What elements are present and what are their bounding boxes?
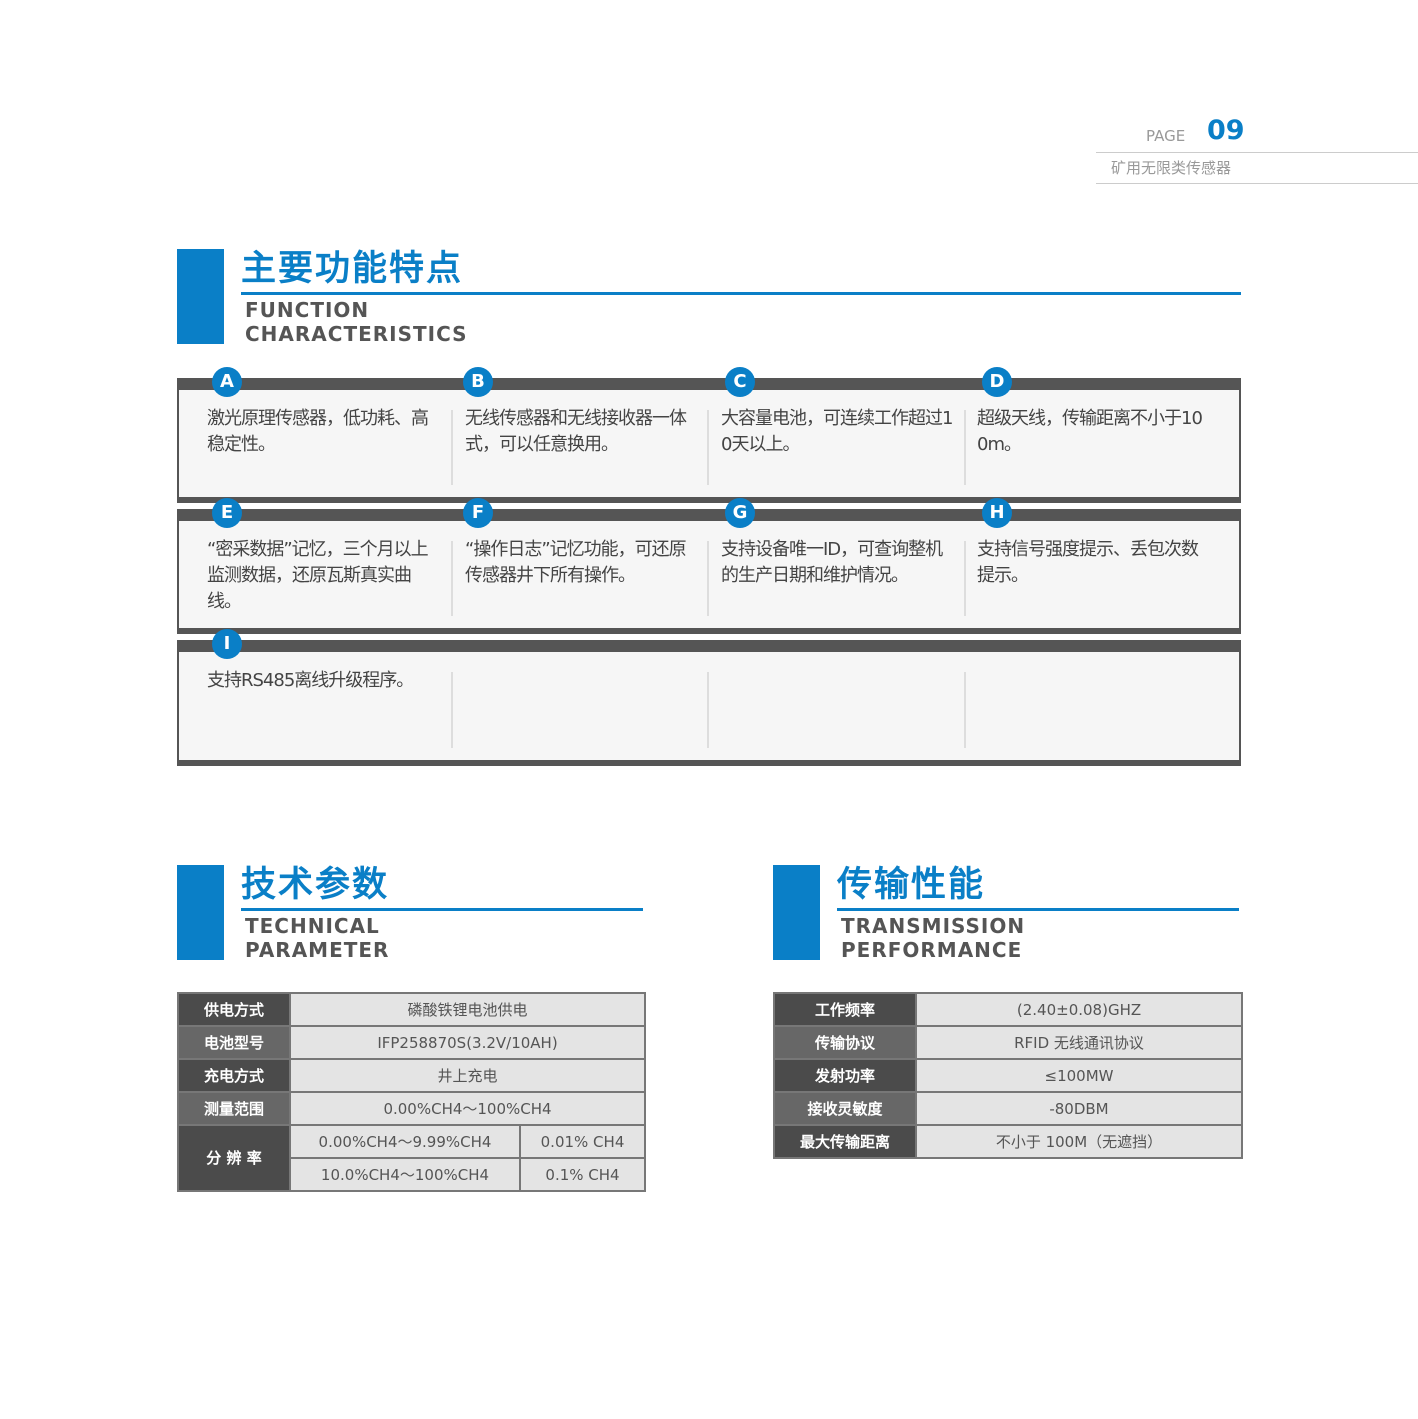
row-value: 井上充电 xyxy=(288,1058,647,1093)
technical-table: 供电方式 磷酸铁锂电池供电 电池型号 IFP258870S(3.2V/10AH) 充… xyxy=(177,992,647,1192)
divider xyxy=(1096,183,1418,184)
feature-text: “操作日志”记忆功能，可还原传感器井下所有操作。 xyxy=(465,539,687,586)
feature-row: E “密采数据”记忆，三个月以上监测数据，还原瓦斯真实曲线。 F “操作日志”记忆功能… xyxy=(177,498,1241,634)
row-value: IFP258870S(3.2V/10AH) xyxy=(288,1025,647,1060)
feature-text: 大容量电池，可连续工作超过10天以上。 xyxy=(721,408,953,455)
feature-badge: C xyxy=(725,367,755,397)
row-value: 不小于 100M（无遮挡） xyxy=(915,1124,1243,1159)
column-divider xyxy=(451,672,453,748)
row-bottom-bar xyxy=(177,760,1241,766)
row-value: -80DBM xyxy=(915,1091,1243,1126)
subtitle-line: FUNCTION xyxy=(245,298,370,322)
subtitle-line: PARAMETER xyxy=(245,938,390,962)
resolution-value: 0.01% CH4 xyxy=(518,1124,647,1159)
subtitle-line: TECHNICAL xyxy=(245,914,380,938)
category-label: 矿用无限类传感器 xyxy=(1111,159,1232,177)
column-divider xyxy=(451,541,453,616)
heading-block xyxy=(773,865,820,960)
subtitle-line: CHARACTERISTICS xyxy=(245,322,468,346)
feature-text: 无线传感器和无线接收器一体式，可以任意换用。 xyxy=(465,408,687,455)
row-label: 接收灵敏度 xyxy=(773,1091,917,1126)
table-row: 电池型号 IFP258870S(3.2V/10AH) xyxy=(177,1025,647,1060)
feature-text: 支持设备唯一ID，可查询整机的生产日期和维护情况。 xyxy=(721,539,943,586)
row-label: 充电方式 xyxy=(177,1058,291,1093)
feature-text: 支持RS485离线升级程序。 xyxy=(207,670,414,691)
feature-badge: H xyxy=(982,498,1012,528)
heading-rule xyxy=(241,292,1241,295)
table-row: 充电方式 井上充电 xyxy=(177,1058,647,1093)
divider xyxy=(1096,152,1418,153)
feature-text: 激光原理传感器，低功耗、高稳定性。 xyxy=(207,408,429,455)
row-label: 供电方式 xyxy=(177,992,291,1027)
row-label: 电池型号 xyxy=(177,1025,291,1060)
heading-block xyxy=(177,249,224,344)
table-row: 接收灵敏度 -80DBM xyxy=(773,1091,1243,1126)
table-row: 供电方式 磷酸铁锂电池供电 xyxy=(177,992,647,1027)
row-label: 分 辨 率 xyxy=(177,1124,291,1192)
table-row: 10.0%CH4～100%CH4 0.1% CH4 xyxy=(178,1157,647,1192)
table-row: 发射功率 ≤100MW xyxy=(773,1058,1243,1093)
feature-badge: A xyxy=(212,367,242,397)
page-number: 09 xyxy=(1207,115,1245,146)
resolution-range: 0.00%CH4～9.99%CH4 xyxy=(289,1124,521,1159)
heading-title: 技术参数 xyxy=(241,865,390,905)
row-value: 0.00%CH4～100%CH4 xyxy=(288,1091,647,1126)
feature-badge: G xyxy=(725,498,755,528)
feature-text: “密采数据”记忆，三个月以上监测数据，还原瓦斯真实曲线。 xyxy=(207,539,429,612)
row-value: RFID 无线通讯协议 xyxy=(915,1025,1243,1060)
row-value: ≤100MW xyxy=(915,1058,1243,1093)
table-row: 测量范围 0.00%CH4～100%CH4 xyxy=(177,1091,647,1126)
row-top-bar xyxy=(177,640,1241,652)
column-divider xyxy=(964,541,966,616)
row-top-bar xyxy=(177,378,1241,390)
row-bottom-bar xyxy=(177,497,1241,503)
feature-badge: B xyxy=(463,367,493,397)
heading-block xyxy=(177,865,224,960)
subtitle-line: PERFORMANCE xyxy=(841,938,1023,962)
row-label: 发射功率 xyxy=(773,1058,917,1093)
feature-badge: E xyxy=(212,498,242,528)
feature-row: I 支持RS485离线升级程序。 xyxy=(177,629,1241,766)
column-divider xyxy=(707,672,709,748)
heading-subtitle: TRANSMISSION PERFORMANCE xyxy=(841,914,1025,962)
subtitle-line: TRANSMISSION xyxy=(841,914,1026,938)
table-row: 传输协议 RFID 无线通讯协议 xyxy=(773,1025,1243,1060)
page-label: PAGE xyxy=(1146,127,1186,145)
table-row: 工作频率 (2.40±0.08)GHZ xyxy=(773,992,1243,1027)
heading-title: 传输性能 xyxy=(837,865,986,905)
heading-rule xyxy=(837,908,1239,911)
feature-badge: I xyxy=(212,629,242,659)
feature-badge: D xyxy=(982,367,1012,397)
page-header: PAGE 09 矿用无限类传感器 xyxy=(1096,115,1418,185)
column-divider xyxy=(964,672,966,748)
feature-badge: F xyxy=(463,498,493,528)
column-divider xyxy=(707,541,709,616)
heading-title: 主要功能特点 xyxy=(241,249,464,289)
table-row: 最大传输距离 不小于 100M（无遮挡） xyxy=(773,1124,1243,1159)
heading-rule xyxy=(241,908,643,911)
column-divider xyxy=(964,410,966,485)
resolution-range: 10.0%CH4～100%CH4 xyxy=(289,1157,521,1192)
feature-row: A 激光原理传感器，低功耗、高稳定性。 B 无线传感器和无线接收器一体式，可以任意换用… xyxy=(177,367,1241,503)
column-divider xyxy=(451,410,453,485)
row-value: (2.40±0.08)GHZ xyxy=(915,992,1243,1027)
row-label: 最大传输距离 xyxy=(773,1124,917,1159)
row-label: 测量范围 xyxy=(177,1091,291,1126)
heading-subtitle: TECHNICAL PARAMETER xyxy=(245,914,389,962)
row-bottom-bar xyxy=(177,628,1241,634)
row-top-bar xyxy=(177,509,1241,521)
row-value: 磷酸铁锂电池供电 xyxy=(288,992,647,1027)
column-divider xyxy=(707,410,709,485)
heading-subtitle: FUNCTION CHARACTERISTICS xyxy=(245,298,468,346)
feature-text: 支持信号强度提示、丢包次数提示。 xyxy=(977,539,1199,586)
row-label: 传输协议 xyxy=(773,1025,917,1060)
resolution-value: 0.1% CH4 xyxy=(518,1157,647,1192)
feature-text: 超级天线，传输距离不小于100m。 xyxy=(977,408,1203,455)
table-row: 分 辨 率 0.00%CH4～9.99%CH4 0.01% CH4 xyxy=(177,1124,647,1192)
transmission-table: 工作频率 (2.40±0.08)GHZ 传输协议 RFID 无线通讯协议 发射功率 ≤… xyxy=(773,992,1243,1159)
row-label: 工作频率 xyxy=(773,992,917,1027)
